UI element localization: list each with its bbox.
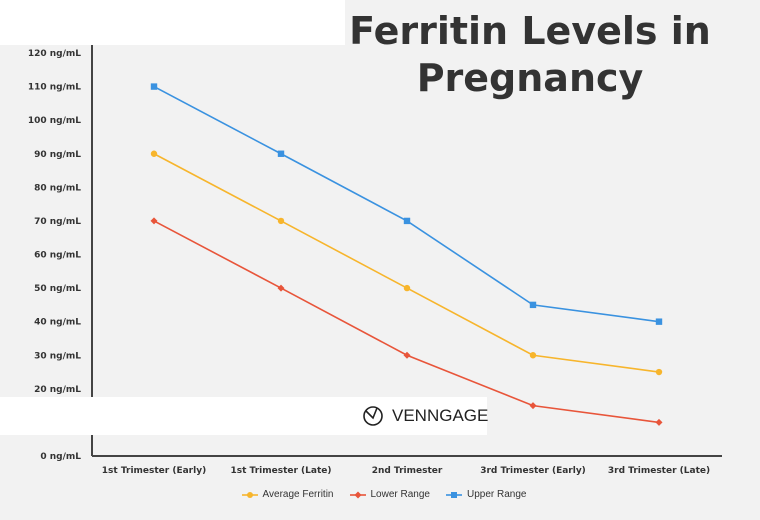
legend-label: Lower Range [370, 489, 430, 500]
data-point-upper-range [277, 150, 285, 157]
data-point-upper-range [150, 83, 158, 90]
venngage-logo: VENNGAGE [362, 405, 488, 427]
top-band [0, 0, 345, 45]
legend-label: Upper Range [466, 489, 527, 500]
data-point-lower-range [277, 284, 285, 292]
y-tick-label: 90 ng/mL [34, 150, 81, 160]
legend-label: Average Ferritin [262, 489, 334, 500]
x-tick-label: 1st Trimester (Late) [231, 466, 332, 476]
logo-text: VENNGAGE [392, 406, 489, 425]
y-tick-label: 100 ng/mL [28, 116, 81, 126]
legend-swatch [445, 491, 462, 498]
legend-item[interactable]: Lower Range [349, 489, 430, 500]
data-point-average-ferritin [277, 217, 285, 225]
series-line-average-ferritin [153, 153, 660, 373]
y-tick-label: 20 ng/mL [34, 385, 81, 395]
x-tick-label: 2nd Trimester [372, 466, 443, 476]
data-point-lower-range [150, 217, 158, 225]
data-point-average-ferritin [529, 352, 537, 359]
legend-item[interactable]: Upper Range [445, 489, 527, 500]
y-tick-label: 50 ng/mL [34, 284, 81, 294]
y-tick-label: 120 ng/mL [28, 49, 81, 59]
y-tick-label: 60 ng/mL [34, 251, 81, 261]
y-tick-label: 40 ng/mL [34, 318, 81, 328]
data-point-upper-range [403, 217, 411, 225]
y-tick-label: 70 ng/mL [34, 217, 81, 227]
data-point-average-ferritin [403, 284, 411, 292]
legend-swatch [241, 491, 258, 498]
x-tick-label: 3rd Trimester (Late) [608, 466, 710, 476]
chart-title: Ferritin Levels in Pregnancy [349, 9, 711, 100]
y-tick-label: 0 ng/mL [40, 452, 81, 462]
legend: Average Ferritin Lower Range Upper Range [0, 489, 760, 500]
legend-item[interactable]: Average Ferritin [241, 489, 334, 500]
data-point-lower-range [403, 351, 411, 359]
data-point-upper-range [529, 301, 537, 309]
venngage-logo-icon [363, 406, 383, 426]
data-point-average-ferritin [150, 150, 158, 157]
x-tick-label: 3rd Trimester (Early) [480, 466, 586, 476]
data-point-upper-range [655, 318, 663, 325]
watermark-band [0, 397, 487, 435]
legend-swatch [349, 491, 366, 498]
y-tick-label: 110 ng/mL [28, 83, 81, 93]
y-tick-label: 80 ng/mL [34, 183, 81, 193]
y-tick-label: 30 ng/mL [34, 351, 81, 361]
series-line-lower-range [153, 220, 660, 424]
data-point-lower-range [655, 418, 663, 426]
data-point-average-ferritin [655, 368, 663, 376]
x-tick-label: 1st Trimester (Early) [102, 466, 206, 476]
data-point-lower-range [529, 402, 537, 410]
